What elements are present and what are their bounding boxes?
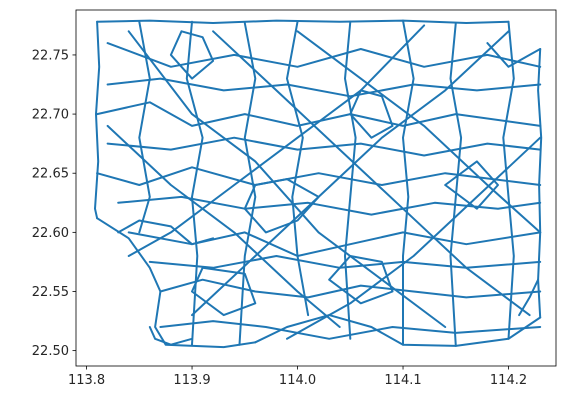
road-line bbox=[94, 20, 101, 220]
axes-frame bbox=[75, 9, 557, 367]
y-tick-label: 22.75 bbox=[32, 48, 69, 63]
road-line bbox=[344, 20, 357, 340]
road-line bbox=[212, 30, 531, 317]
road-line bbox=[518, 278, 540, 317]
road-line bbox=[486, 42, 542, 68]
road-line bbox=[106, 136, 542, 157]
x-tick-label: 113.9 bbox=[173, 373, 210, 388]
road-line bbox=[185, 20, 204, 346]
road-line bbox=[349, 89, 394, 139]
y-tick-label: 22.60 bbox=[32, 226, 69, 241]
road-line bbox=[169, 30, 215, 80]
road-line bbox=[106, 77, 542, 98]
x-axis: 113.8 113.9 114.0 114.1 114.2 bbox=[68, 366, 527, 388]
road-line bbox=[254, 314, 542, 347]
road-line bbox=[402, 19, 415, 346]
x-tick-label: 114.0 bbox=[279, 373, 316, 388]
road-line bbox=[328, 255, 394, 305]
road-line bbox=[502, 20, 515, 340]
y-axis: 22.50 22.55 22.60 22.65 22.70 22.75 bbox=[32, 48, 76, 359]
road-line bbox=[138, 20, 151, 234]
road-line bbox=[286, 20, 310, 317]
road-line bbox=[106, 124, 341, 328]
road-line bbox=[127, 30, 447, 328]
road-line bbox=[127, 24, 426, 257]
road-line bbox=[106, 42, 542, 68]
y-tick-label: 22.50 bbox=[32, 344, 69, 359]
y-tick-label: 22.55 bbox=[32, 285, 69, 300]
road-line bbox=[191, 266, 257, 317]
road-line bbox=[148, 326, 193, 346]
road-line bbox=[191, 30, 510, 317]
road-line bbox=[243, 178, 320, 234]
road-line bbox=[449, 22, 463, 347]
road-line bbox=[117, 195, 542, 216]
y-tick-label: 22.70 bbox=[32, 108, 69, 123]
x-tick-label: 114.1 bbox=[384, 373, 421, 388]
x-tick-label: 114.2 bbox=[490, 373, 527, 388]
road-line bbox=[96, 101, 542, 127]
road-line bbox=[117, 219, 215, 246]
road-line bbox=[159, 278, 542, 299]
road-line bbox=[444, 160, 499, 210]
y-tick-label: 22.65 bbox=[32, 167, 69, 182]
road-line bbox=[296, 30, 542, 234]
road-line bbox=[96, 217, 257, 349]
road-network bbox=[94, 19, 543, 349]
x-tick-label: 113.8 bbox=[68, 373, 105, 388]
road-line bbox=[286, 136, 542, 340]
